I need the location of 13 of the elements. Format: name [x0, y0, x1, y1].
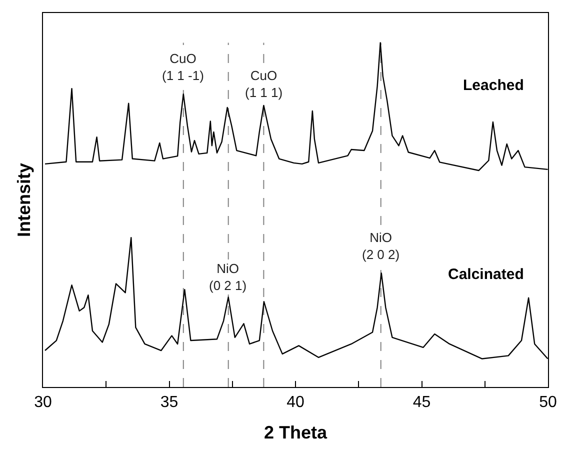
- annotation: CuO (1 1 -1): [162, 51, 204, 83]
- x-tick-label: 50: [539, 394, 557, 412]
- annotation: CuO (1 1 1): [245, 68, 283, 100]
- text: Leached: [463, 77, 524, 94]
- x-tick-label: 30: [34, 394, 52, 412]
- annotation: NiO (2 0 2): [362, 230, 400, 262]
- series-label: Calcinated: [448, 266, 524, 283]
- x-tick-label: 40: [286, 394, 304, 412]
- x-tick-label: 45: [412, 394, 431, 412]
- y-axis-title: Intensity: [14, 162, 34, 238]
- annotation: NiO (0 2 1): [209, 261, 247, 293]
- x-axis-title: 2 Theta: [264, 422, 328, 442]
- x-tick-label: 35: [160, 394, 178, 412]
